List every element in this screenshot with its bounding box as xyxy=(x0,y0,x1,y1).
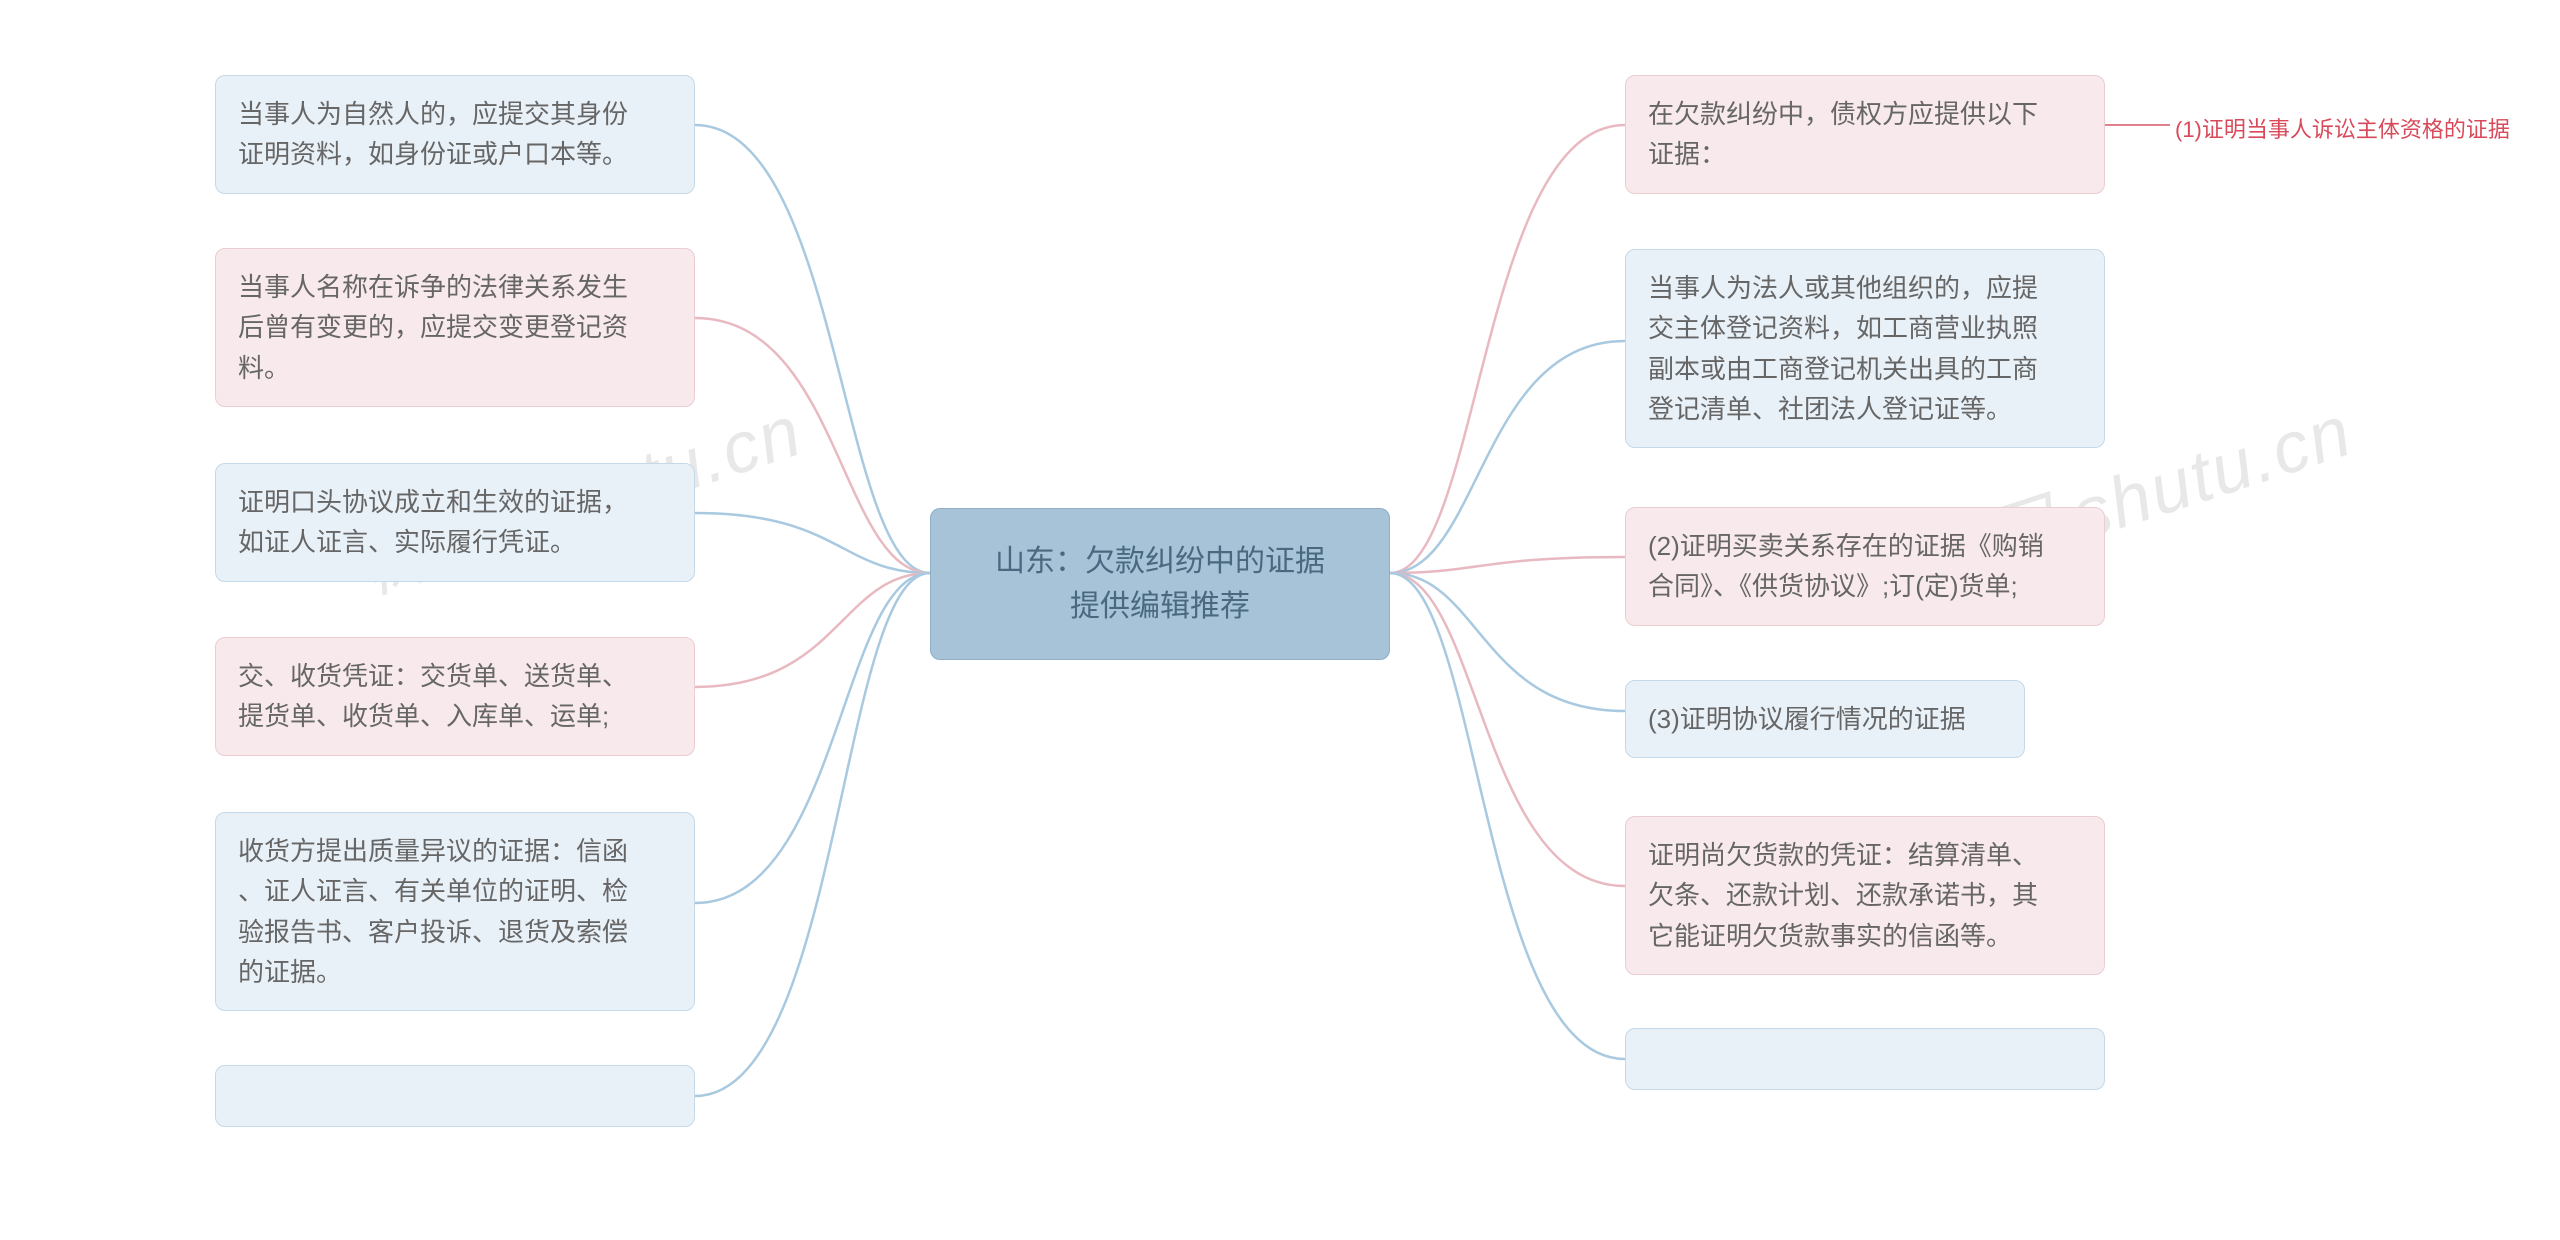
right-node-4[interactable]: (3)证明协议履行情况的证据 xyxy=(1625,680,2025,758)
right-node-5[interactable]: 证明尚欠货款的凭证：结算清单、欠条、还款计划、还款承诺书，其它能证明欠货款事实的… xyxy=(1625,816,2105,975)
left-node-2[interactable]: 当事人名称在诉争的法律关系发生后曾有变更的，应提交变更登记资料。 xyxy=(215,248,695,407)
right-node-1-text: 在欠款纠纷中，债权方应提供以下证据： xyxy=(1648,99,2038,169)
right-node-4-text: (3)证明协议履行情况的证据 xyxy=(1648,704,1966,734)
left-node-6[interactable] xyxy=(215,1065,695,1127)
left-node-2-text: 当事人名称在诉争的法律关系发生后曾有变更的，应提交变更登记资料。 xyxy=(238,272,628,383)
right-node-3-text: (2)证明买卖关系存在的证据《购销合同》、《供货协议》;订(定)货单; xyxy=(1648,531,2044,601)
right-node-5-text: 证明尚欠货款的凭证：结算清单、欠条、还款计划、还款承诺书，其它能证明欠货款事实的… xyxy=(1648,840,2038,951)
annotation-text: (1)证明当事人诉讼主体资格的证据 xyxy=(2175,112,2510,144)
left-node-3-text: 证明口头协议成立和生效的证据，如证人证言、实际履行凭证。 xyxy=(238,487,628,557)
right-node-6[interactable] xyxy=(1625,1028,2105,1090)
left-node-5-text: 收货方提出质量异议的证据：信函、证人证言、有关单位的证明、检验报告书、客户投诉、… xyxy=(238,836,628,987)
left-node-4[interactable]: 交、收货凭证：交货单、送货单、提货单、收货单、入库单、运单; xyxy=(215,637,695,756)
right-node-1[interactable]: 在欠款纠纷中，债权方应提供以下证据： xyxy=(1625,75,2105,194)
left-node-1[interactable]: 当事人为自然人的，应提交其身份证明资料，如身份证或户口本等。 xyxy=(215,75,695,194)
left-node-4-text: 交、收货凭证：交货单、送货单、提货单、收货单、入库单、运单; xyxy=(238,661,628,731)
left-node-3[interactable]: 证明口头协议成立和生效的证据，如证人证言、实际履行凭证。 xyxy=(215,463,695,582)
right-node-3[interactable]: (2)证明买卖关系存在的证据《购销合同》、《供货协议》;订(定)货单; xyxy=(1625,507,2105,626)
left-node-1-text: 当事人为自然人的，应提交其身份证明资料，如身份证或户口本等。 xyxy=(238,99,628,169)
center-text: 山东：欠款纠纷中的证据提供编辑推荐 xyxy=(995,545,1325,623)
center-node[interactable]: 山东：欠款纠纷中的证据提供编辑推荐 xyxy=(930,508,1390,660)
left-node-5[interactable]: 收货方提出质量异议的证据：信函、证人证言、有关单位的证明、检验报告书、客户投诉、… xyxy=(215,812,695,1011)
right-node-2-text: 当事人为法人或其他组织的，应提交主体登记资料，如工商营业执照副本或由工商登记机关… xyxy=(1648,273,2038,424)
right-node-2[interactable]: 当事人为法人或其他组织的，应提交主体登记资料，如工商营业执照副本或由工商登记机关… xyxy=(1625,249,2105,448)
